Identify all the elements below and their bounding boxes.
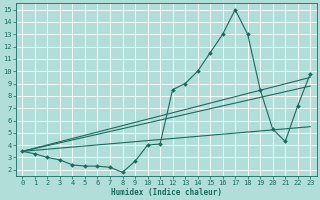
X-axis label: Humidex (Indice chaleur): Humidex (Indice chaleur): [111, 188, 222, 197]
